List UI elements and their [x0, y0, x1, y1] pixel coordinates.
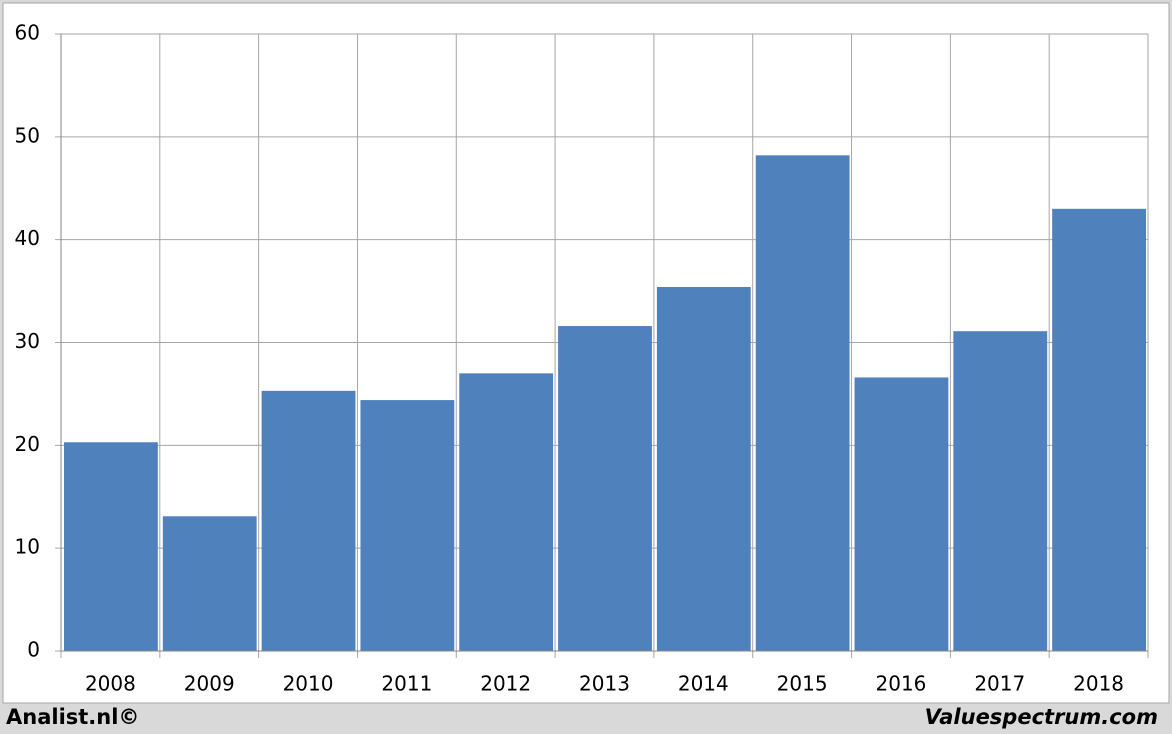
bar [558, 326, 652, 651]
bar [360, 400, 455, 651]
x-tick-label: 2011 [381, 672, 432, 696]
y-tick-label: 10 [15, 535, 40, 559]
bar [656, 286, 751, 651]
y-tick-label: 50 [15, 123, 40, 147]
source-right: Valuespectrum.com [925, 705, 1158, 729]
bar [162, 516, 257, 651]
bar [64, 442, 158, 651]
bar [953, 331, 1048, 651]
bar [1052, 208, 1146, 652]
y-tick-label: 60 [15, 21, 40, 45]
y-tick-label: 40 [15, 226, 40, 250]
bar [261, 390, 356, 651]
x-tick-label: 2010 [283, 672, 334, 696]
bar [854, 377, 949, 651]
bar [755, 155, 850, 652]
bar [459, 373, 554, 651]
x-tick-label: 2009 [184, 672, 235, 696]
x-tick-label: 2016 [876, 672, 927, 696]
x-tick-label: 2008 [85, 672, 136, 696]
y-tick-label: 20 [15, 432, 40, 456]
x-tick-label: 2015 [777, 672, 828, 696]
x-tick-label: 2013 [579, 672, 630, 696]
x-tick-label: 2014 [678, 672, 729, 696]
x-tick-label: 2017 [974, 672, 1025, 696]
x-tick-label: 2012 [480, 672, 531, 696]
y-tick-label: 30 [15, 329, 40, 353]
source-left: Analist.nl© [6, 705, 139, 729]
x-tick-label: 2018 [1073, 672, 1124, 696]
y-tick-label: 0 [27, 638, 40, 662]
